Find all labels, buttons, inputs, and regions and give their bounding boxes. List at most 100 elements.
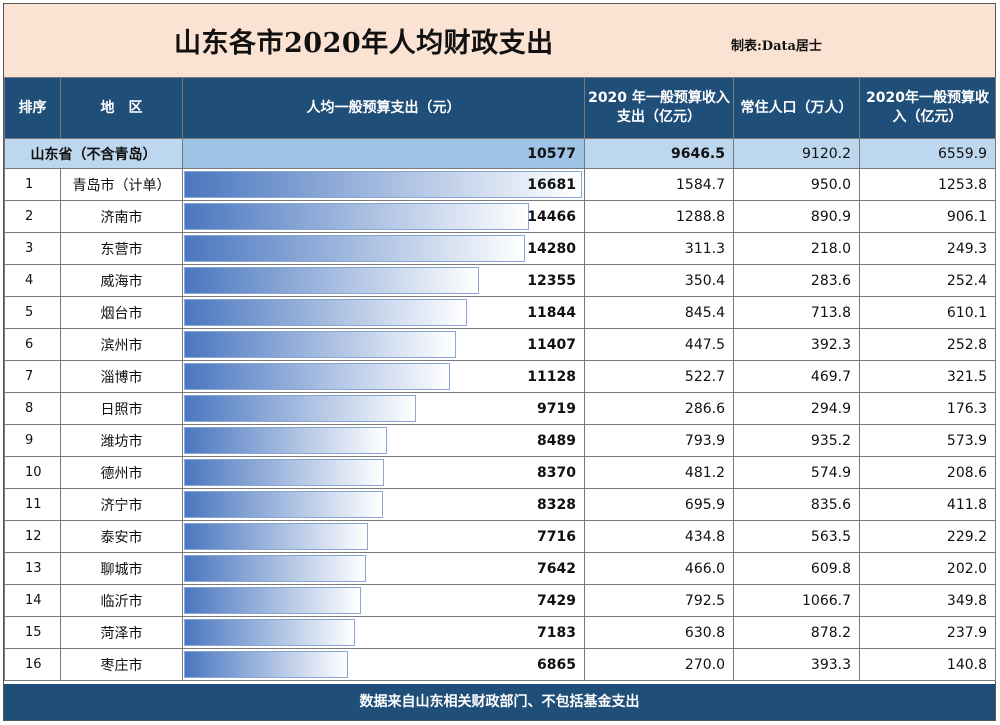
population-cell: 878.2 <box>733 616 860 649</box>
per-capita-bar <box>184 459 384 486</box>
per-capita-cell: 16681 <box>182 168 585 201</box>
region-cell: 滨州市 <box>60 328 183 361</box>
per-capita-cell: 7642 <box>182 552 585 585</box>
revenue-cell: 252.8 <box>859 328 996 361</box>
region-cell: 临沂市 <box>60 584 183 617</box>
table-row: 1 青岛市（计单） 16681 1584.7 950.0 1253.8 <box>4 168 996 201</box>
per-capita-cell: 14280 <box>182 232 585 265</box>
table-row: 9 潍坊市 8489 793.9 935.2 573.9 <box>4 424 996 457</box>
table-row: 3 东营市 14280 311.3 218.0 249.3 <box>4 232 996 265</box>
per-capita-cell: 8328 <box>182 488 585 521</box>
rank-cell: 13 <box>4 552 61 585</box>
province-revenue: 6559.9 <box>859 138 996 169</box>
per-capita-cell: 8489 <box>182 424 585 457</box>
rank-cell: 4 <box>4 264 61 297</box>
table-row: 6 滨州市 11407 447.5 392.3 252.8 <box>4 328 996 361</box>
expenditure-cell: 466.0 <box>584 552 734 585</box>
rank-cell: 11 <box>4 488 61 521</box>
region-cell: 枣庄市 <box>60 648 183 681</box>
population-cell: 609.8 <box>733 552 860 585</box>
revenue-cell: 140.8 <box>859 648 996 681</box>
population-cell: 950.0 <box>733 168 860 201</box>
table-frame: 山东各市2020年人均财政支出 制表:Data居士 排序 地 区 人均一般预算支… <box>3 3 996 721</box>
revenue-cell: 237.9 <box>859 616 996 649</box>
title-bar: 山东各市2020年人均财政支出 制表:Data居士 <box>4 4 995 78</box>
population-cell: 393.3 <box>733 648 860 681</box>
table-row: 14 临沂市 7429 792.5 1066.7 349.8 <box>4 584 996 617</box>
population-cell: 574.9 <box>733 456 860 489</box>
per-capita-cell: 11407 <box>182 328 585 361</box>
population-cell: 283.6 <box>733 264 860 297</box>
population-cell: 218.0 <box>733 232 860 265</box>
table-row: 5 烟台市 11844 845.4 713.8 610.1 <box>4 296 996 329</box>
per-capita-value: 14280 <box>527 240 576 257</box>
region-cell: 济宁市 <box>60 488 183 521</box>
region-cell: 东营市 <box>60 232 183 265</box>
per-capita-cell: 11844 <box>182 296 585 329</box>
rank-cell: 3 <box>4 232 61 265</box>
per-capita-bar <box>184 363 450 390</box>
province-row: 山东省（不含青岛） 10577 9646.5 9120.2 6559.9 <box>4 138 996 169</box>
expenditure-cell: 434.8 <box>584 520 734 553</box>
per-capita-bar <box>184 331 456 358</box>
per-capita-value: 16681 <box>527 176 576 193</box>
population-cell: 835.6 <box>733 488 860 521</box>
table-row: 12 泰安市 7716 434.8 563.5 229.2 <box>4 520 996 553</box>
per-capita-cell: 7716 <box>182 520 585 553</box>
province-per-capita-cell: 10577 <box>182 138 585 169</box>
table-row: 10 德州市 8370 481.2 574.9 208.6 <box>4 456 996 489</box>
region-cell: 泰安市 <box>60 520 183 553</box>
rank-cell: 1 <box>4 168 61 201</box>
region-cell: 聊城市 <box>60 552 183 585</box>
per-capita-bar <box>184 395 416 422</box>
province-expenditure: 9646.5 <box>584 138 734 169</box>
region-cell: 威海市 <box>60 264 183 297</box>
per-capita-value: 6865 <box>537 656 576 673</box>
population-cell: 469.7 <box>733 360 860 393</box>
per-capita-bar <box>184 651 348 678</box>
region-cell: 淄博市 <box>60 360 183 393</box>
per-capita-bar <box>184 523 368 550</box>
rank-cell: 14 <box>4 584 61 617</box>
revenue-cell: 249.3 <box>859 232 996 265</box>
per-capita-value: 8370 <box>537 464 576 481</box>
revenue-cell: 321.5 <box>859 360 996 393</box>
table-row: 7 淄博市 11128 522.7 469.7 321.5 <box>4 360 996 393</box>
revenue-cell: 1253.8 <box>859 168 996 201</box>
population-cell: 890.9 <box>733 200 860 233</box>
table-row: 16 枣庄市 6865 270.0 393.3 140.8 <box>4 648 996 681</box>
per-capita-bar <box>184 299 467 326</box>
expenditure-cell: 792.5 <box>584 584 734 617</box>
per-capita-value: 7183 <box>537 624 576 641</box>
revenue-cell: 610.1 <box>859 296 996 329</box>
footer-note: 数据来自山东相关财政部门、不包括基金支出 <box>4 684 995 720</box>
header-row: 排序 地 区 人均一般预算支出（元） 2020 年一般预算收入支出（亿元） 常住… <box>4 77 996 139</box>
region-cell: 潍坊市 <box>60 424 183 457</box>
per-capita-cell: 12355 <box>182 264 585 297</box>
header-expenditure: 2020 年一般预算收入支出（亿元） <box>584 77 734 139</box>
per-capita-bar <box>184 427 387 454</box>
table-row: 2 济南市 14466 1288.8 890.9 906.1 <box>4 200 996 233</box>
credit-label: 制表:Data居士 <box>731 39 822 54</box>
revenue-cell: 349.8 <box>859 584 996 617</box>
per-capita-cell: 7429 <box>182 584 585 617</box>
header-per-capita: 人均一般预算支出（元） <box>182 77 585 139</box>
revenue-cell: 176.3 <box>859 392 996 425</box>
table-row: 8 日照市 9719 286.6 294.9 176.3 <box>4 392 996 425</box>
revenue-cell: 208.6 <box>859 456 996 489</box>
revenue-cell: 202.0 <box>859 552 996 585</box>
expenditure-cell: 1584.7 <box>584 168 734 201</box>
table-row: 4 威海市 12355 350.4 283.6 252.4 <box>4 264 996 297</box>
per-capita-bar <box>184 267 479 294</box>
revenue-cell: 573.9 <box>859 424 996 457</box>
header-population: 常住人口（万人） <box>733 77 860 139</box>
header-rank: 排序 <box>4 77 61 139</box>
per-capita-cell: 14466 <box>182 200 585 233</box>
rank-cell: 16 <box>4 648 61 681</box>
expenditure-cell: 481.2 <box>584 456 734 489</box>
province-per-capita: 10577 <box>527 145 576 162</box>
population-cell: 935.2 <box>733 424 860 457</box>
per-capita-cell: 7183 <box>182 616 585 649</box>
per-capita-bar <box>184 619 355 646</box>
expenditure-cell: 286.6 <box>584 392 734 425</box>
